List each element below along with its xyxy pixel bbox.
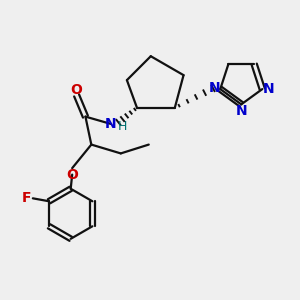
Text: N: N	[236, 104, 247, 118]
Text: N: N	[263, 82, 274, 96]
Text: F: F	[21, 191, 31, 205]
Text: N: N	[209, 81, 221, 94]
Text: O: O	[66, 168, 78, 182]
Text: H: H	[118, 119, 128, 133]
Text: O: O	[71, 82, 82, 97]
Text: N: N	[105, 117, 117, 131]
